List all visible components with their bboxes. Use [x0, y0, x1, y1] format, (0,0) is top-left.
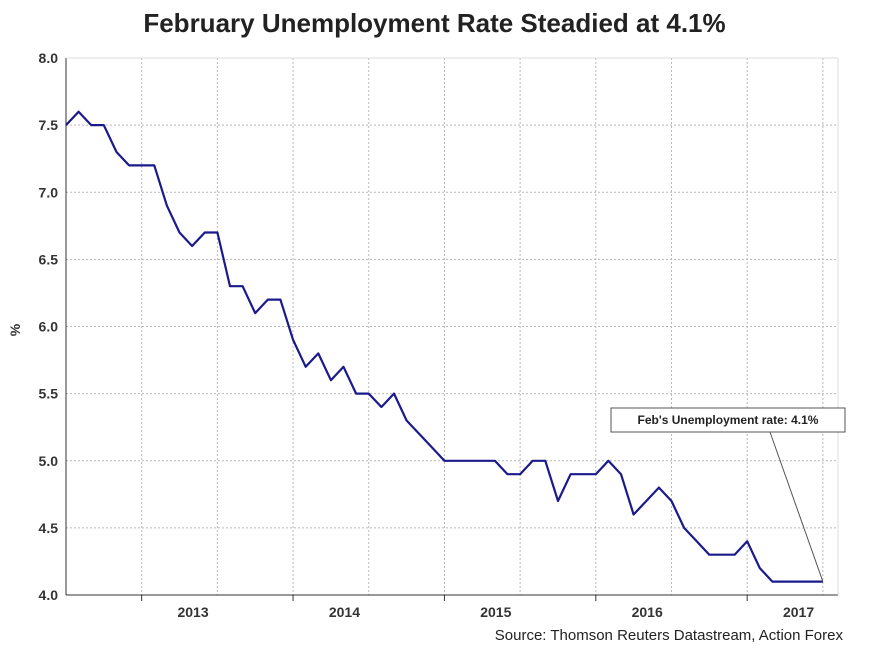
y-tick-label: 8.0: [39, 50, 59, 66]
annotation-text: Feb's Unemployment rate: 4.1%: [638, 413, 819, 427]
y-tick-label: 6.5: [39, 251, 59, 267]
series-line: [65, 110, 823, 583]
annotation-leader-line: [769, 431, 824, 582]
y-axis-ticks: 4.0 4.5 5.0 5.5 6.0 6.5 7.0 7.5 8.0: [39, 50, 59, 603]
x-tick-label: 2017: [783, 604, 814, 620]
axes: [65, 57, 839, 596]
x-tick-label: 2013: [177, 604, 208, 620]
grid-lines: [66, 57, 838, 596]
annotation: Feb's Unemployment rate: 4.1%: [610, 407, 846, 582]
annotation-box: [610, 407, 846, 433]
series-group: [65, 110, 823, 583]
x-tick-label: 2016: [632, 604, 663, 620]
source-note: Source: Thomson Reuters Datastream, Acti…: [494, 627, 843, 644]
x-axis-ticks: 2013 2014 2015 2016 2017: [141, 595, 814, 620]
y-tick-label: 5.5: [39, 386, 59, 402]
y-axis-label: %: [7, 323, 23, 336]
y-tick-label: 7.0: [39, 184, 59, 200]
y-tick-label: 4.0: [39, 587, 59, 603]
y-tick-label: 5.0: [39, 453, 59, 469]
x-tick-label: 2015: [480, 604, 511, 620]
y-tick-label: 7.5: [39, 117, 59, 133]
y-tick-label: 6.0: [39, 319, 59, 335]
y-tick-label: 4.5: [39, 520, 59, 536]
chart-title: February Unemployment Rate Steadied at 4…: [143, 8, 726, 38]
x-tick-label: 2014: [329, 604, 360, 620]
